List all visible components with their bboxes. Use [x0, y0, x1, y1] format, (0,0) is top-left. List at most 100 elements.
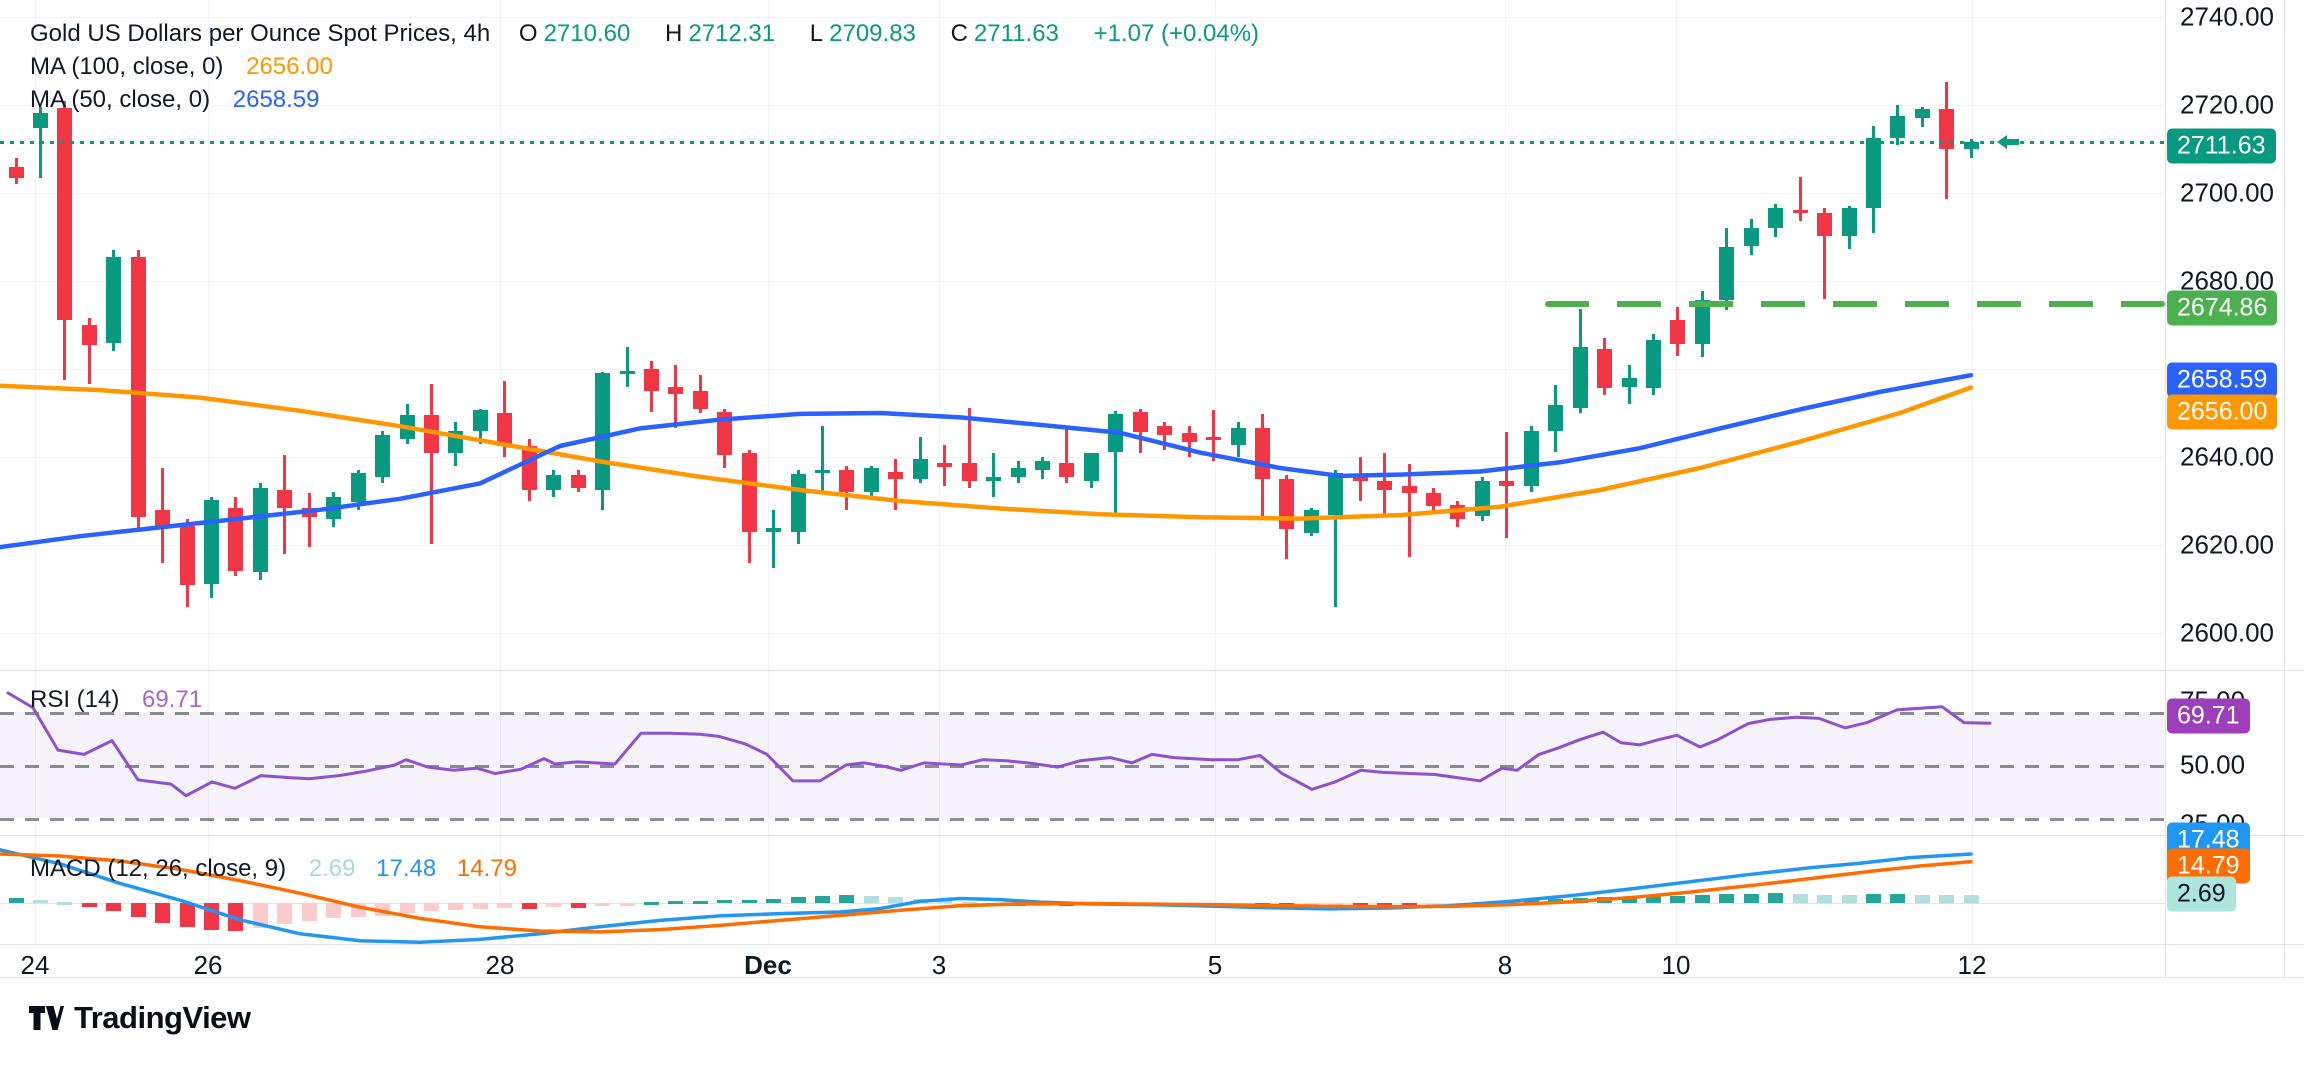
macd-histogram-bar — [1914, 894, 1930, 903]
candle — [1841, 208, 1857, 237]
macd-histogram-bar — [277, 903, 293, 924]
pane-separator-macd[interactable] — [0, 835, 2304, 836]
pane-separator-rsi[interactable] — [0, 670, 2304, 671]
price-axis-label: 2640.00 — [2180, 441, 2274, 472]
ma50-value: 2658.59 — [232, 86, 320, 113]
macd-histogram-bar — [619, 903, 635, 906]
macd-histogram-bar — [1768, 893, 1784, 903]
price-axis-badge: 2658.59 — [2167, 362, 2278, 398]
macd-histogram-bar — [1377, 903, 1393, 906]
macd-histogram-bar — [1450, 903, 1466, 906]
macd-histogram-bar — [790, 896, 806, 903]
macd-histogram-bar — [668, 901, 684, 905]
macd-histogram-bar — [1401, 903, 1417, 906]
macd-histogram-bar — [986, 903, 1002, 906]
macd-histogram-bar — [766, 899, 782, 903]
time-axis-label: 5 — [1207, 950, 1223, 980]
candle — [1743, 227, 1759, 246]
macd-histogram-bar — [1963, 895, 1979, 903]
macd-histogram-bar — [106, 903, 122, 912]
tradingview-logo-icon — [29, 1006, 64, 1030]
price-axis-label: 2720.00 — [2180, 89, 2274, 120]
candle — [57, 108, 73, 321]
candle-wick — [87, 318, 91, 384]
widget-bottom-border — [0, 977, 2304, 978]
rsi-label: RSI (14) — [30, 686, 120, 713]
price-axis-label: 2700.00 — [2180, 177, 2274, 208]
macd-histogram-bar — [472, 903, 488, 909]
macd-histogram-bar — [423, 903, 439, 912]
time-axis-label: 24 — [20, 950, 50, 980]
macd-histogram-bar — [570, 903, 586, 909]
macd-histogram-bar — [1474, 902, 1490, 906]
candle — [619, 371, 635, 375]
tradingview-attribution[interactable]: TradingView — [28, 1000, 251, 1036]
macd-histogram-bar — [1792, 893, 1808, 903]
macd-hist-value: 2.69 — [308, 855, 356, 882]
support-level-line[interactable] — [1545, 300, 2165, 307]
macd-histogram-bar — [1083, 903, 1099, 906]
price-axis-label: 2620.00 — [2180, 529, 2274, 560]
macd-histogram-bar — [1743, 893, 1759, 903]
macd-histogram-bar — [1230, 903, 1246, 906]
macd-histogram-bar — [1328, 903, 1344, 906]
macd-histogram-bar — [130, 903, 146, 917]
ma50-label: MA (50, close, 0) — [30, 86, 211, 113]
macd-histogram-bar — [912, 898, 928, 903]
candle — [8, 166, 24, 178]
candle — [1792, 210, 1808, 214]
macd-histogram-bar — [1034, 903, 1050, 906]
macd-histogram-bar — [1597, 897, 1613, 903]
macd-legend-row[interactable]: MACD (12, 26, close, 9) 2.69 17.48 14.79 — [30, 855, 523, 883]
ohlc-change: +1.07 (+0.04%) — [1093, 20, 1260, 47]
macd-histogram-bar — [57, 901, 73, 905]
macd-line-value: 17.48 — [376, 855, 437, 882]
macd-histogram-bar — [497, 903, 513, 909]
candle — [1963, 141, 1979, 150]
macd-histogram-bar — [1572, 897, 1588, 903]
macd-histogram-bar — [546, 903, 562, 908]
macd-histogram-bar — [228, 903, 244, 931]
price-axis-label: 2600.00 — [2180, 617, 2274, 648]
macd-histogram-bar — [1719, 894, 1735, 903]
candle-wick — [1798, 176, 1802, 222]
candle — [1914, 109, 1930, 118]
macd-histogram-bar — [1499, 901, 1515, 905]
time-axis-border — [0, 944, 2304, 945]
candle — [1694, 300, 1710, 344]
macd-histogram-bar — [692, 900, 708, 904]
horizontal-gridline — [0, 17, 2165, 18]
symbol-legend-row[interactable]: Gold US Dollars per Ounce Spot Prices, 4… — [30, 20, 1265, 48]
macd-signal-value: 14.79 — [456, 855, 517, 882]
price-marker-icon[interactable] — [1995, 131, 2025, 153]
time-axis-label: 3 — [931, 950, 947, 980]
time-axis-label: 26 — [193, 950, 223, 980]
price-axis-badge: 2711.63 — [2167, 128, 2276, 164]
price-axis-badge: 2674.86 — [2167, 290, 2278, 326]
macd-histogram-bar — [1645, 896, 1661, 903]
time-axis-label: 28 — [485, 950, 515, 980]
ma50-legend-row[interactable]: MA (50, close, 0) 2658.59 — [30, 86, 326, 114]
macd-histogram-bar — [1890, 893, 1906, 903]
macd-histogram-bar — [1817, 894, 1833, 903]
macd-histogram-bar — [888, 897, 904, 903]
time-axis-label: 12 — [1957, 950, 1987, 980]
macd-histogram-bar — [717, 900, 733, 904]
macd-histogram-bar — [863, 896, 879, 903]
macd-histogram-bar — [1352, 903, 1368, 906]
macd-histogram-bar — [1010, 903, 1026, 906]
widget-right-border — [2284, 0, 2285, 977]
macd-histogram-bar — [521, 903, 537, 909]
ma100-legend-row[interactable]: MA (100, close, 0) 2656.00 — [30, 53, 339, 81]
macd-histogram-bar — [1279, 903, 1295, 906]
macd-histogram-bar — [595, 903, 611, 907]
price-axis-badge: 2656.00 — [2167, 394, 2278, 430]
rsi-legend-row[interactable]: RSI (14) 69.71 — [30, 686, 208, 714]
macd-histogram-bar — [1254, 903, 1270, 906]
macd-histogram-bar — [741, 900, 757, 904]
price-axis-badge: 2.69 — [2167, 876, 2236, 912]
candle — [1817, 213, 1833, 237]
macd-histogram-bar — [375, 903, 391, 916]
macd-histogram-bar — [1206, 903, 1222, 906]
price-axis-badge: 69.71 — [2167, 698, 2250, 734]
